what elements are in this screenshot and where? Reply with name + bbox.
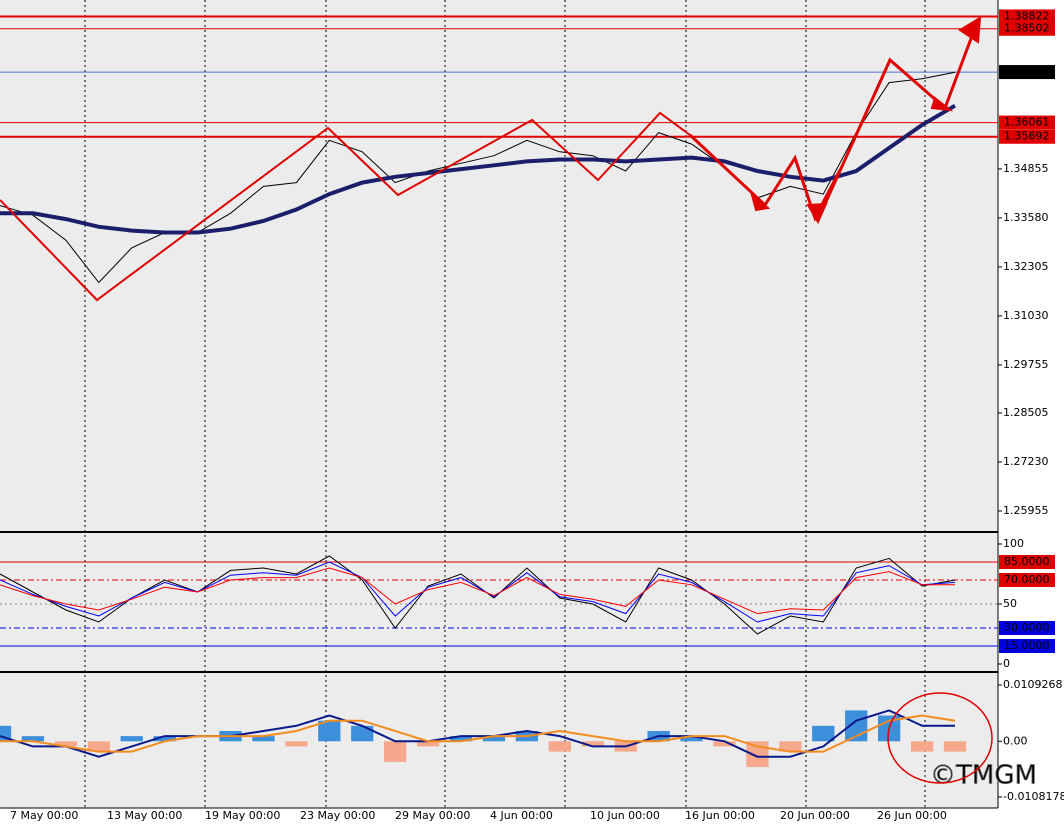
- y-tick-label: 1.31030: [1003, 309, 1049, 322]
- level-label-box: [999, 65, 1055, 80]
- histogram-bar: [0, 725, 12, 742]
- histogram-bar: [120, 736, 143, 742]
- y-tick-label: -0.0108178: [1003, 790, 1064, 803]
- histogram-bar: [252, 736, 275, 742]
- y-tick-label: 1.33580: [1003, 211, 1049, 224]
- histogram-bar: [581, 741, 604, 747]
- level-label: 30.0000: [1004, 621, 1050, 634]
- level-label-box: [999, 555, 1055, 569]
- histogram-bar: [812, 725, 835, 742]
- series-line: [0, 561, 956, 623]
- x-tick-label: 7 May 00:00: [10, 809, 78, 822]
- histogram-bar: [910, 741, 934, 752]
- histogram-bar: [285, 741, 308, 747]
- y-tick-label: 1.34855: [1003, 162, 1049, 175]
- histogram-bar: [384, 741, 407, 762]
- x-tick-label: 26 Jun 00:00: [877, 809, 947, 822]
- histogram-bar: [680, 736, 703, 742]
- x-tick-label: 16 Jun 00:00: [685, 809, 755, 822]
- y-tick-label: 1.32305: [1003, 260, 1049, 273]
- series-line: [0, 555, 956, 635]
- histogram-bar: [943, 741, 967, 752]
- x-tick-label: 23 May 00:00: [300, 809, 375, 822]
- y-tick-label: 1.29755: [1003, 358, 1049, 371]
- y-tick-label: 0: [1003, 657, 1010, 670]
- level-label: 1.37375: [1004, 65, 1050, 78]
- watermark: ©TMGM: [930, 761, 1037, 791]
- y-tick-label: 0.00: [1003, 734, 1028, 747]
- level-label-box: [999, 21, 1055, 36]
- series-line: [0, 714, 956, 753]
- x-tick-label: 19 May 00:00: [205, 809, 280, 822]
- histogram-bar: [351, 725, 374, 742]
- histogram-bar: [482, 736, 506, 742]
- level-label-box: [999, 9, 1055, 24]
- x-tick-label: 13 May 00:00: [107, 809, 182, 822]
- series-line: [0, 71, 956, 284]
- level-label-box: [999, 573, 1055, 587]
- series-line: [0, 709, 955, 758]
- histogram-bar: [779, 741, 802, 752]
- level-label: 1.35692: [1004, 130, 1050, 143]
- series-line: [0, 567, 955, 615]
- histogram-bar: [318, 720, 341, 742]
- level-label: 1.38822: [1004, 9, 1050, 22]
- level-label-box: [999, 129, 1055, 144]
- level-label: 1.38502: [1004, 22, 1050, 35]
- level-label-box: [999, 115, 1055, 130]
- y-tick-label: 50: [1003, 597, 1017, 610]
- y-tick-label: 0.0109268: [1003, 678, 1063, 691]
- histogram-bar: [21, 736, 45, 742]
- histogram-bar: [54, 741, 78, 747]
- x-tick-label: 4 Jun 00:00: [490, 809, 553, 822]
- series-line: [0, 103, 957, 235]
- histogram-bar: [449, 736, 473, 742]
- x-tick-label: 10 Jun 00:00: [590, 809, 660, 822]
- x-tick-label: 20 Jun 00:00: [780, 809, 850, 822]
- histogram-bar: [548, 741, 571, 752]
- level-label-box: [999, 621, 1055, 635]
- y-tick-label: 1.27230: [1003, 455, 1049, 468]
- histogram-bar: [87, 741, 110, 752]
- x-tick-label: 29 May 00:00: [395, 809, 470, 822]
- y-tick-label: 1.28505: [1003, 406, 1049, 419]
- y-tick-label: 100: [1003, 537, 1024, 550]
- y-tick-label: 1.25955: [1003, 504, 1049, 517]
- histogram-bar: [713, 741, 736, 747]
- histogram-bar: [153, 736, 176, 742]
- level-label: 70.0000: [1004, 573, 1050, 586]
- annotations: [0, 16, 993, 784]
- histogram-bar: [416, 741, 440, 747]
- level-label: 15.0000: [1004, 639, 1050, 652]
- level-label-box: [999, 639, 1055, 653]
- level-label: 85.0000: [1004, 555, 1050, 568]
- plot-background: [0, 0, 998, 808]
- level-label: 1.36061: [1004, 116, 1050, 129]
